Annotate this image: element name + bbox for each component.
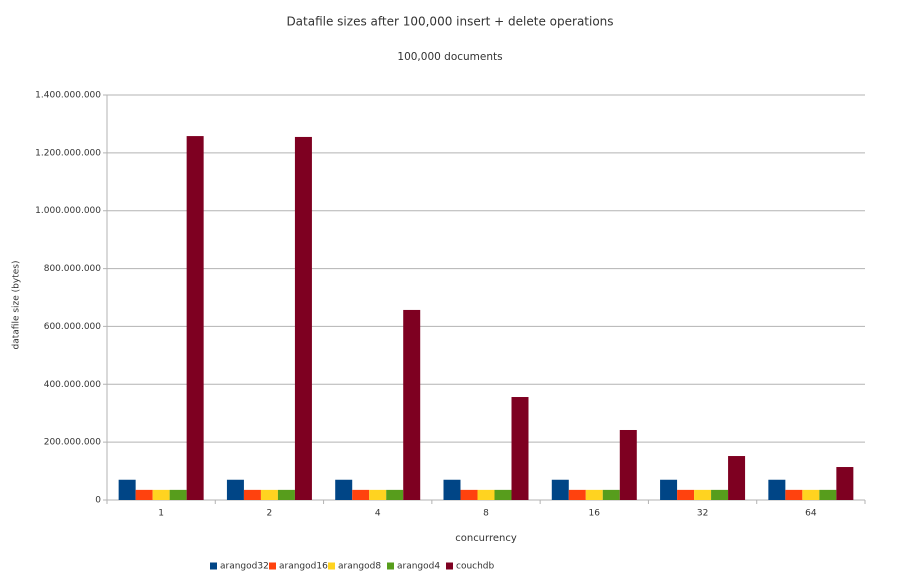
bar [551, 479, 569, 500]
chart-title: Datafile sizes after 100,000 insert + de… [286, 15, 613, 29]
bar [352, 489, 370, 500]
bar [802, 489, 820, 500]
chart-subtitle: 100,000 documents [397, 51, 502, 63]
bar [660, 479, 678, 500]
bar [260, 489, 278, 500]
x-tick-label: 64 [805, 509, 817, 519]
bar [602, 489, 620, 500]
bar [386, 489, 404, 500]
bar [369, 489, 387, 500]
legend-label: arangod32 [220, 562, 269, 572]
bar [836, 467, 854, 500]
y-tick-label: 600.000.000 [44, 322, 102, 332]
bar [443, 479, 461, 500]
legend-label: couchdb [456, 562, 495, 572]
y-axis-title: datafile size (bytes) [12, 261, 22, 350]
bar [294, 136, 312, 501]
y-tick-label: 1.200.000.000 [35, 148, 101, 158]
bar [169, 489, 187, 500]
legend-swatch [269, 562, 276, 570]
bar [768, 479, 786, 500]
x-tick-label: 1 [158, 509, 164, 519]
legend-swatch [387, 562, 394, 570]
bar [711, 489, 729, 500]
x-tick-label: 32 [697, 509, 708, 519]
y-tick-label: 1.000.000.000 [35, 206, 101, 216]
bar [403, 309, 421, 500]
y-tick-label: 0 [95, 496, 101, 506]
legend-swatch [210, 562, 217, 570]
bar [677, 489, 695, 500]
x-tick-label: 8 [483, 509, 489, 519]
bar [785, 489, 803, 500]
bar [494, 489, 512, 500]
y-tick-label: 1.400.000.000 [35, 91, 101, 101]
bar [728, 456, 746, 500]
y-tick-label: 200.000.000 [44, 438, 102, 448]
x-tick-label: 16 [589, 509, 601, 519]
bar [152, 489, 170, 500]
bar [277, 489, 295, 500]
x-axis-title: concurrency [455, 533, 517, 544]
legend-label: arangod16 [279, 562, 328, 572]
bar [135, 489, 153, 500]
bar [511, 397, 529, 500]
bar [694, 489, 712, 500]
bar [226, 479, 244, 500]
bar [477, 489, 495, 500]
bar [186, 136, 204, 501]
bar [243, 489, 261, 500]
y-tick-label: 800.000.000 [44, 264, 102, 274]
legend-label: arangod8 [338, 562, 381, 572]
bar [568, 489, 586, 500]
bar [819, 489, 837, 500]
bar [335, 479, 353, 500]
legend-label: arangod4 [397, 562, 440, 572]
y-tick-label: 400.000.000 [44, 380, 102, 390]
x-tick-label: 4 [375, 509, 381, 519]
x-tick-label: 2 [267, 509, 273, 519]
bar [460, 489, 478, 500]
bar [619, 429, 637, 500]
bar [585, 489, 603, 500]
legend-swatch [446, 562, 453, 570]
bar [118, 479, 136, 500]
legend-swatch [328, 562, 335, 570]
